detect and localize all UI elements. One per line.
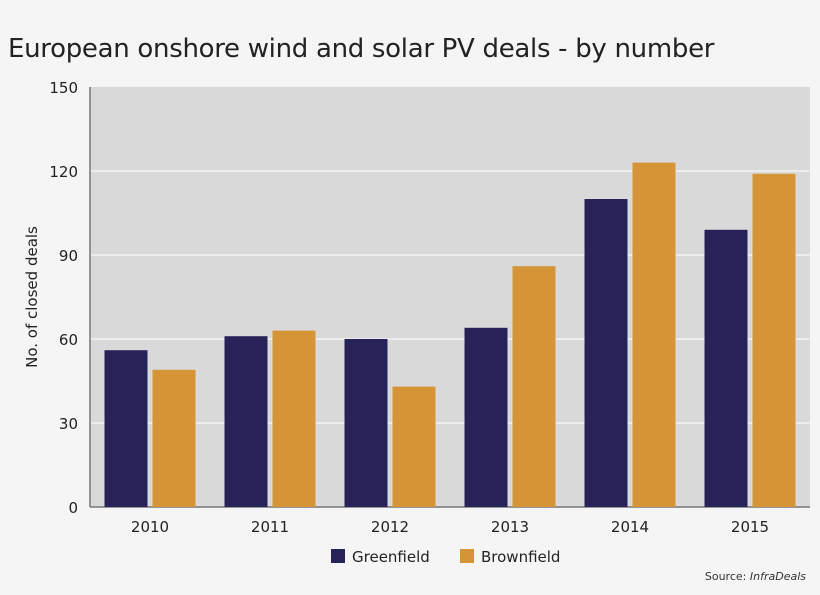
source-label: Source: — [704, 570, 747, 583]
bar-brownfield-2015 — [752, 173, 796, 508]
legend-label-brownfield: Brownfield — [481, 548, 560, 566]
y-tick-label: 60 — [59, 331, 78, 349]
x-tick-label: 2013 — [491, 518, 529, 536]
bar-greenfield-2012 — [344, 339, 388, 507]
x-tick-label: 2015 — [731, 518, 769, 536]
bar-greenfield-2014 — [584, 199, 628, 507]
bar-brownfield-2014 — [632, 162, 676, 507]
y-tick-label: 30 — [59, 415, 78, 433]
bar-brownfield-2011 — [272, 330, 316, 507]
legend-swatch-brownfield — [460, 549, 474, 563]
y-tick-label: 90 — [59, 247, 78, 265]
x-tick-label: 2012 — [371, 518, 409, 536]
plot-area — [90, 87, 810, 507]
legend-label-greenfield: Greenfield — [352, 548, 430, 566]
legend-swatch-greenfield — [331, 549, 345, 563]
y-tick-label: 0 — [68, 499, 78, 517]
bar-greenfield-2010 — [104, 350, 148, 507]
bar-brownfield-2010 — [152, 369, 196, 507]
x-tick-label: 2014 — [611, 518, 649, 536]
bar-greenfield-2015 — [704, 229, 748, 508]
x-tick-label: 2010 — [131, 518, 169, 536]
y-tick-label: 150 — [49, 79, 78, 97]
source-name: InfraDeals — [749, 570, 806, 583]
bar-greenfield-2011 — [224, 336, 268, 507]
y-tick-label: 120 — [49, 163, 78, 181]
x-tick-label: 2011 — [251, 518, 289, 536]
y-axis-label: No. of closed deals — [23, 226, 41, 368]
bar-brownfield-2013 — [512, 266, 556, 507]
bar-greenfield-2013 — [464, 327, 508, 507]
chart-title: European onshore wind and solar PV deals… — [8, 34, 715, 64]
source-note: Source: InfraDeals — [705, 570, 806, 583]
bar-brownfield-2012 — [392, 386, 436, 507]
